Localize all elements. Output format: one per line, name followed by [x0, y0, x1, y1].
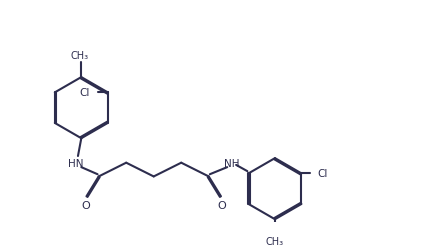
Text: O: O [81, 200, 89, 210]
Text: Cl: Cl [317, 169, 328, 179]
Text: Cl: Cl [79, 88, 90, 98]
Text: NH: NH [224, 158, 239, 168]
Text: HN: HN [68, 158, 83, 168]
Text: CH₃: CH₃ [265, 236, 283, 246]
Text: CH₃: CH₃ [70, 51, 89, 61]
Text: O: O [217, 200, 226, 210]
